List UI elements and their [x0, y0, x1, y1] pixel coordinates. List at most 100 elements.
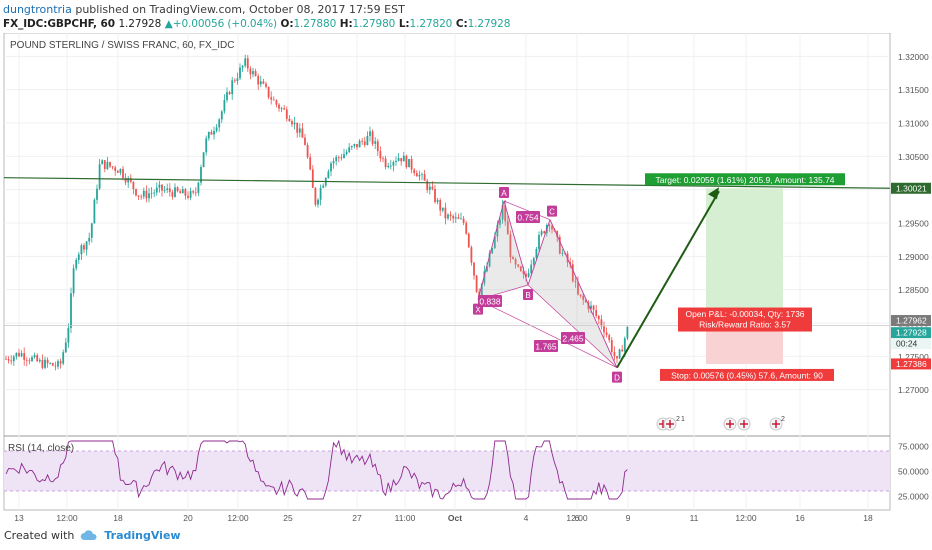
- candle-body: [254, 71, 257, 76]
- chart-title: POUND STERLING / SWISS FRANC, 60, FX_IDC: [10, 40, 234, 51]
- candle-body: [532, 258, 535, 265]
- last-price-tag: 1.27928: [896, 328, 927, 338]
- ratio-box: [534, 340, 558, 352]
- candle-body: [301, 128, 304, 138]
- countdown-label: 00:24: [896, 339, 918, 349]
- y-tick-label: 1.32000: [898, 52, 929, 62]
- candle-body: [10, 360, 13, 362]
- x-tick-label: 6: [575, 513, 580, 523]
- low-value: 1.27820: [409, 18, 453, 30]
- resistance-line: [3, 177, 891, 189]
- x-tick-label: 12:00: [56, 513, 78, 523]
- projection-arrowhead: [708, 187, 719, 200]
- candle-body: [348, 147, 351, 152]
- candle-body: [46, 359, 49, 364]
- candle-body: [285, 109, 288, 119]
- rsi-pane: [5, 439, 628, 500]
- candle-body: [64, 342, 67, 353]
- candle-body: [62, 352, 65, 364]
- candle-body: [558, 236, 561, 254]
- tradingview-brand-link[interactable]: TradingView: [104, 529, 181, 542]
- candle-body: [363, 141, 366, 145]
- candle-body: [163, 189, 166, 191]
- candle-body: [595, 309, 598, 316]
- candle-body: [155, 187, 158, 193]
- candle-body: [44, 359, 46, 368]
- candle-body: [153, 192, 156, 194]
- author-link[interactable]: dungtrontria: [3, 3, 72, 16]
- x-tick-label: 12:00: [227, 513, 249, 523]
- chart-frame: [3, 33, 891, 511]
- candle-body: [111, 166, 114, 168]
- countdown-box: [891, 338, 931, 350]
- candle-body: [517, 264, 520, 267]
- candle-body: [109, 161, 111, 167]
- candle-body: [519, 266, 522, 272]
- candle-body: [148, 193, 150, 199]
- candle-body: [358, 140, 361, 148]
- candle-body: [49, 363, 52, 364]
- candle-body: [72, 268, 75, 294]
- candle-body: [270, 97, 273, 100]
- x-tick-label: 11: [690, 513, 699, 523]
- candle-body: [402, 155, 405, 162]
- candle-body: [387, 165, 390, 168]
- candle-body: [158, 184, 161, 188]
- candle-body: [608, 335, 611, 341]
- candle-body: [579, 294, 582, 296]
- candle-body: [83, 245, 85, 250]
- x-tick-label: 18: [863, 513, 873, 523]
- candle-body: [57, 361, 59, 367]
- candle-body: [291, 121, 293, 125]
- candle-body: [192, 191, 195, 193]
- event-count: 2: [781, 416, 785, 423]
- candle-body: [25, 359, 28, 361]
- x-tick-label: 18: [113, 513, 123, 523]
- candle-body: [444, 207, 447, 219]
- candle-body: [161, 184, 163, 191]
- candle-body: [132, 181, 135, 190]
- tradingview-cloud-icon: [81, 530, 97, 540]
- candle-body: [265, 83, 267, 87]
- candle-body: [142, 190, 145, 197]
- symbol-label: FX_IDC:GBPCHF, 60: [3, 18, 115, 30]
- publish-info: dungtrontria published on TradingView.co…: [3, 3, 405, 16]
- pattern-point-box: [499, 187, 509, 198]
- footer: Created with TradingView: [4, 529, 181, 542]
- harmonic-pattern[interactable]: X A B C D 0.754 0.838 1.765 2.465: [473, 187, 622, 383]
- candle-body: [93, 199, 96, 224]
- candle-body: [530, 264, 533, 273]
- open-value: 1.27880: [293, 18, 337, 30]
- candle-body: [70, 293, 72, 328]
- open-label: O:: [280, 18, 294, 30]
- target-label: Target: 0.02059 (1.61%) 205.9, Amount: 1…: [655, 175, 834, 185]
- candle-body: [499, 219, 501, 225]
- candle-body: [127, 178, 130, 183]
- candle-body: [465, 222, 468, 234]
- candle-body: [98, 164, 101, 189]
- candle-body: [311, 169, 314, 188]
- candle-body: [145, 190, 148, 199]
- chart[interactable]: X A B C D 0.754 0.838 1.765 2.465 Target: 0.0205…: [0, 33, 932, 525]
- candle-body: [514, 259, 517, 265]
- candle-body: [207, 131, 210, 139]
- candle-body: [577, 281, 579, 295]
- candle-body: [389, 165, 392, 167]
- candle-body: [525, 273, 527, 277]
- candle-body: [473, 262, 475, 276]
- rsi-tick-label: 50.0000: [898, 467, 929, 477]
- candle-body: [428, 186, 431, 190]
- candle-body: [486, 266, 488, 272]
- candle-body: [288, 118, 291, 122]
- profit-zone: [706, 188, 783, 326]
- candle-body: [556, 230, 559, 237]
- overlays[interactable]: Target: 0.02059 (1.61%) 205.9, Amount: 1…: [3, 173, 891, 381]
- candle-body: [28, 360, 31, 362]
- x-tick-label: 25: [283, 513, 293, 523]
- rsi-band-fill: [4, 451, 890, 491]
- rsi-line: [5, 439, 628, 500]
- candle-body: [454, 217, 457, 219]
- candle-body: [275, 100, 278, 105]
- candle-body: [413, 169, 416, 174]
